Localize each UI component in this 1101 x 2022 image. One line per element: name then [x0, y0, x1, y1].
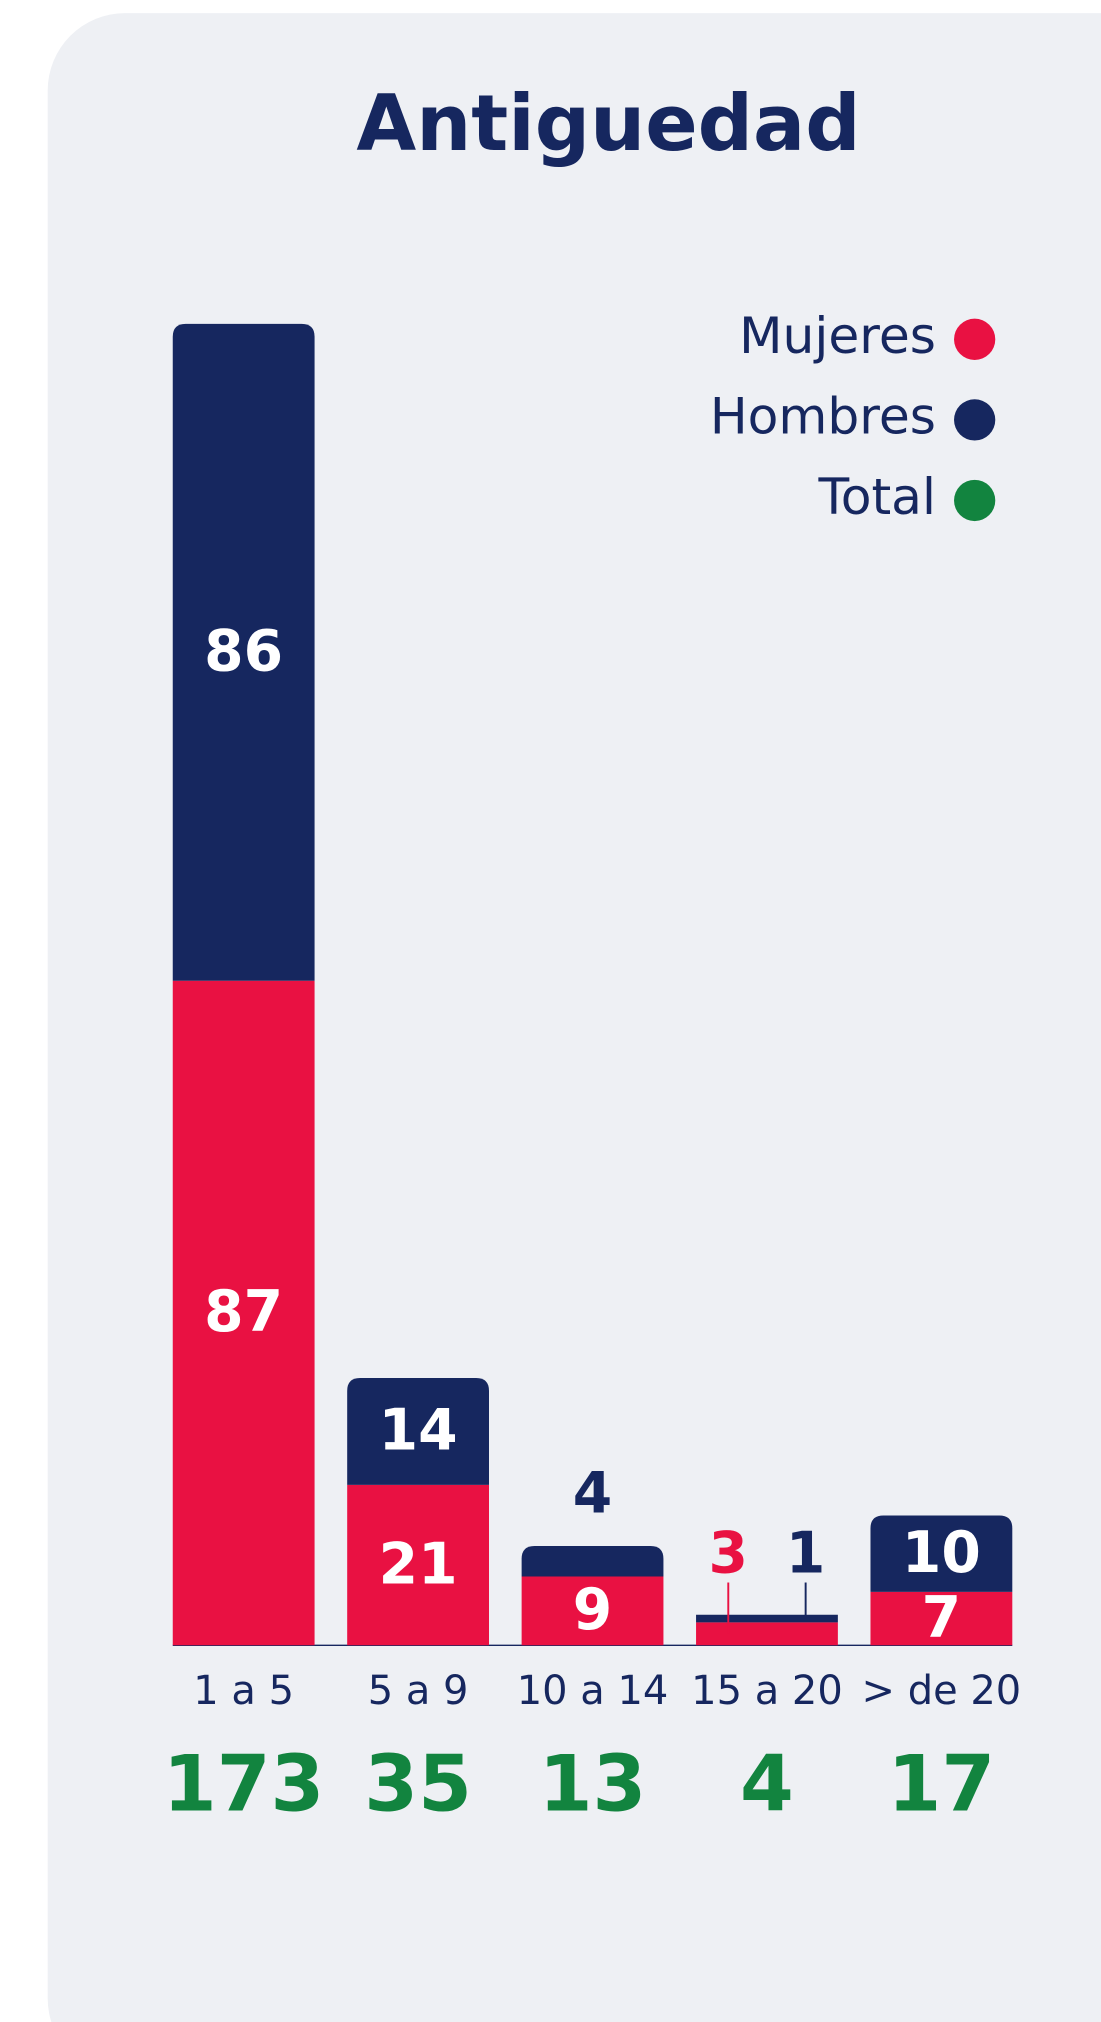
bar-segment — [870, 1515, 1013, 1592]
legend-dot — [954, 399, 996, 441]
bar-segment — [521, 1545, 664, 1577]
total-label: 13 — [539, 1740, 647, 1830]
x-tick-label: 1 a 5 — [193, 1668, 294, 1714]
bar-segment — [696, 1622, 838, 1646]
value-label: 7 — [922, 1585, 961, 1651]
total-label: 4 — [740, 1740, 794, 1830]
chart-title: Antiguedad — [356, 79, 860, 169]
legend-dot — [954, 479, 996, 522]
total-label: 173 — [163, 1740, 324, 1830]
legend-label: Mujeres — [739, 306, 936, 365]
bar-segment — [870, 1591, 1013, 1646]
value-label: 21 — [379, 1531, 458, 1597]
legend-label: Hombres — [710, 386, 936, 445]
value-label: 14 — [379, 1398, 458, 1464]
bar-segment — [172, 980, 315, 1646]
total-label: 17 — [888, 1740, 996, 1830]
legend-dot — [954, 318, 996, 360]
x-tick-label: 10 a 14 — [517, 1668, 669, 1714]
bar-segment — [521, 1576, 664, 1646]
value-label: 4 — [573, 1461, 612, 1527]
value-label: 87 — [204, 1279, 283, 1345]
x-tick-label: > de 20 — [862, 1668, 1022, 1714]
x-tick-label: 15 a 20 — [691, 1668, 843, 1714]
value-label: 9 — [573, 1577, 612, 1643]
legend-label: Total — [818, 467, 936, 526]
bar-segment — [347, 1484, 490, 1646]
bar-segment — [347, 1377, 490, 1485]
bar-segment — [696, 1614, 838, 1623]
value-label: 1 — [786, 1520, 825, 1586]
x-tick-label: 5 a 9 — [368, 1668, 469, 1714]
value-label: 3 — [709, 1520, 748, 1586]
bar-segment — [172, 323, 315, 981]
value-label: 10 — [902, 1520, 981, 1586]
value-label: 86 — [204, 619, 283, 685]
total-label: 35 — [364, 1740, 472, 1830]
